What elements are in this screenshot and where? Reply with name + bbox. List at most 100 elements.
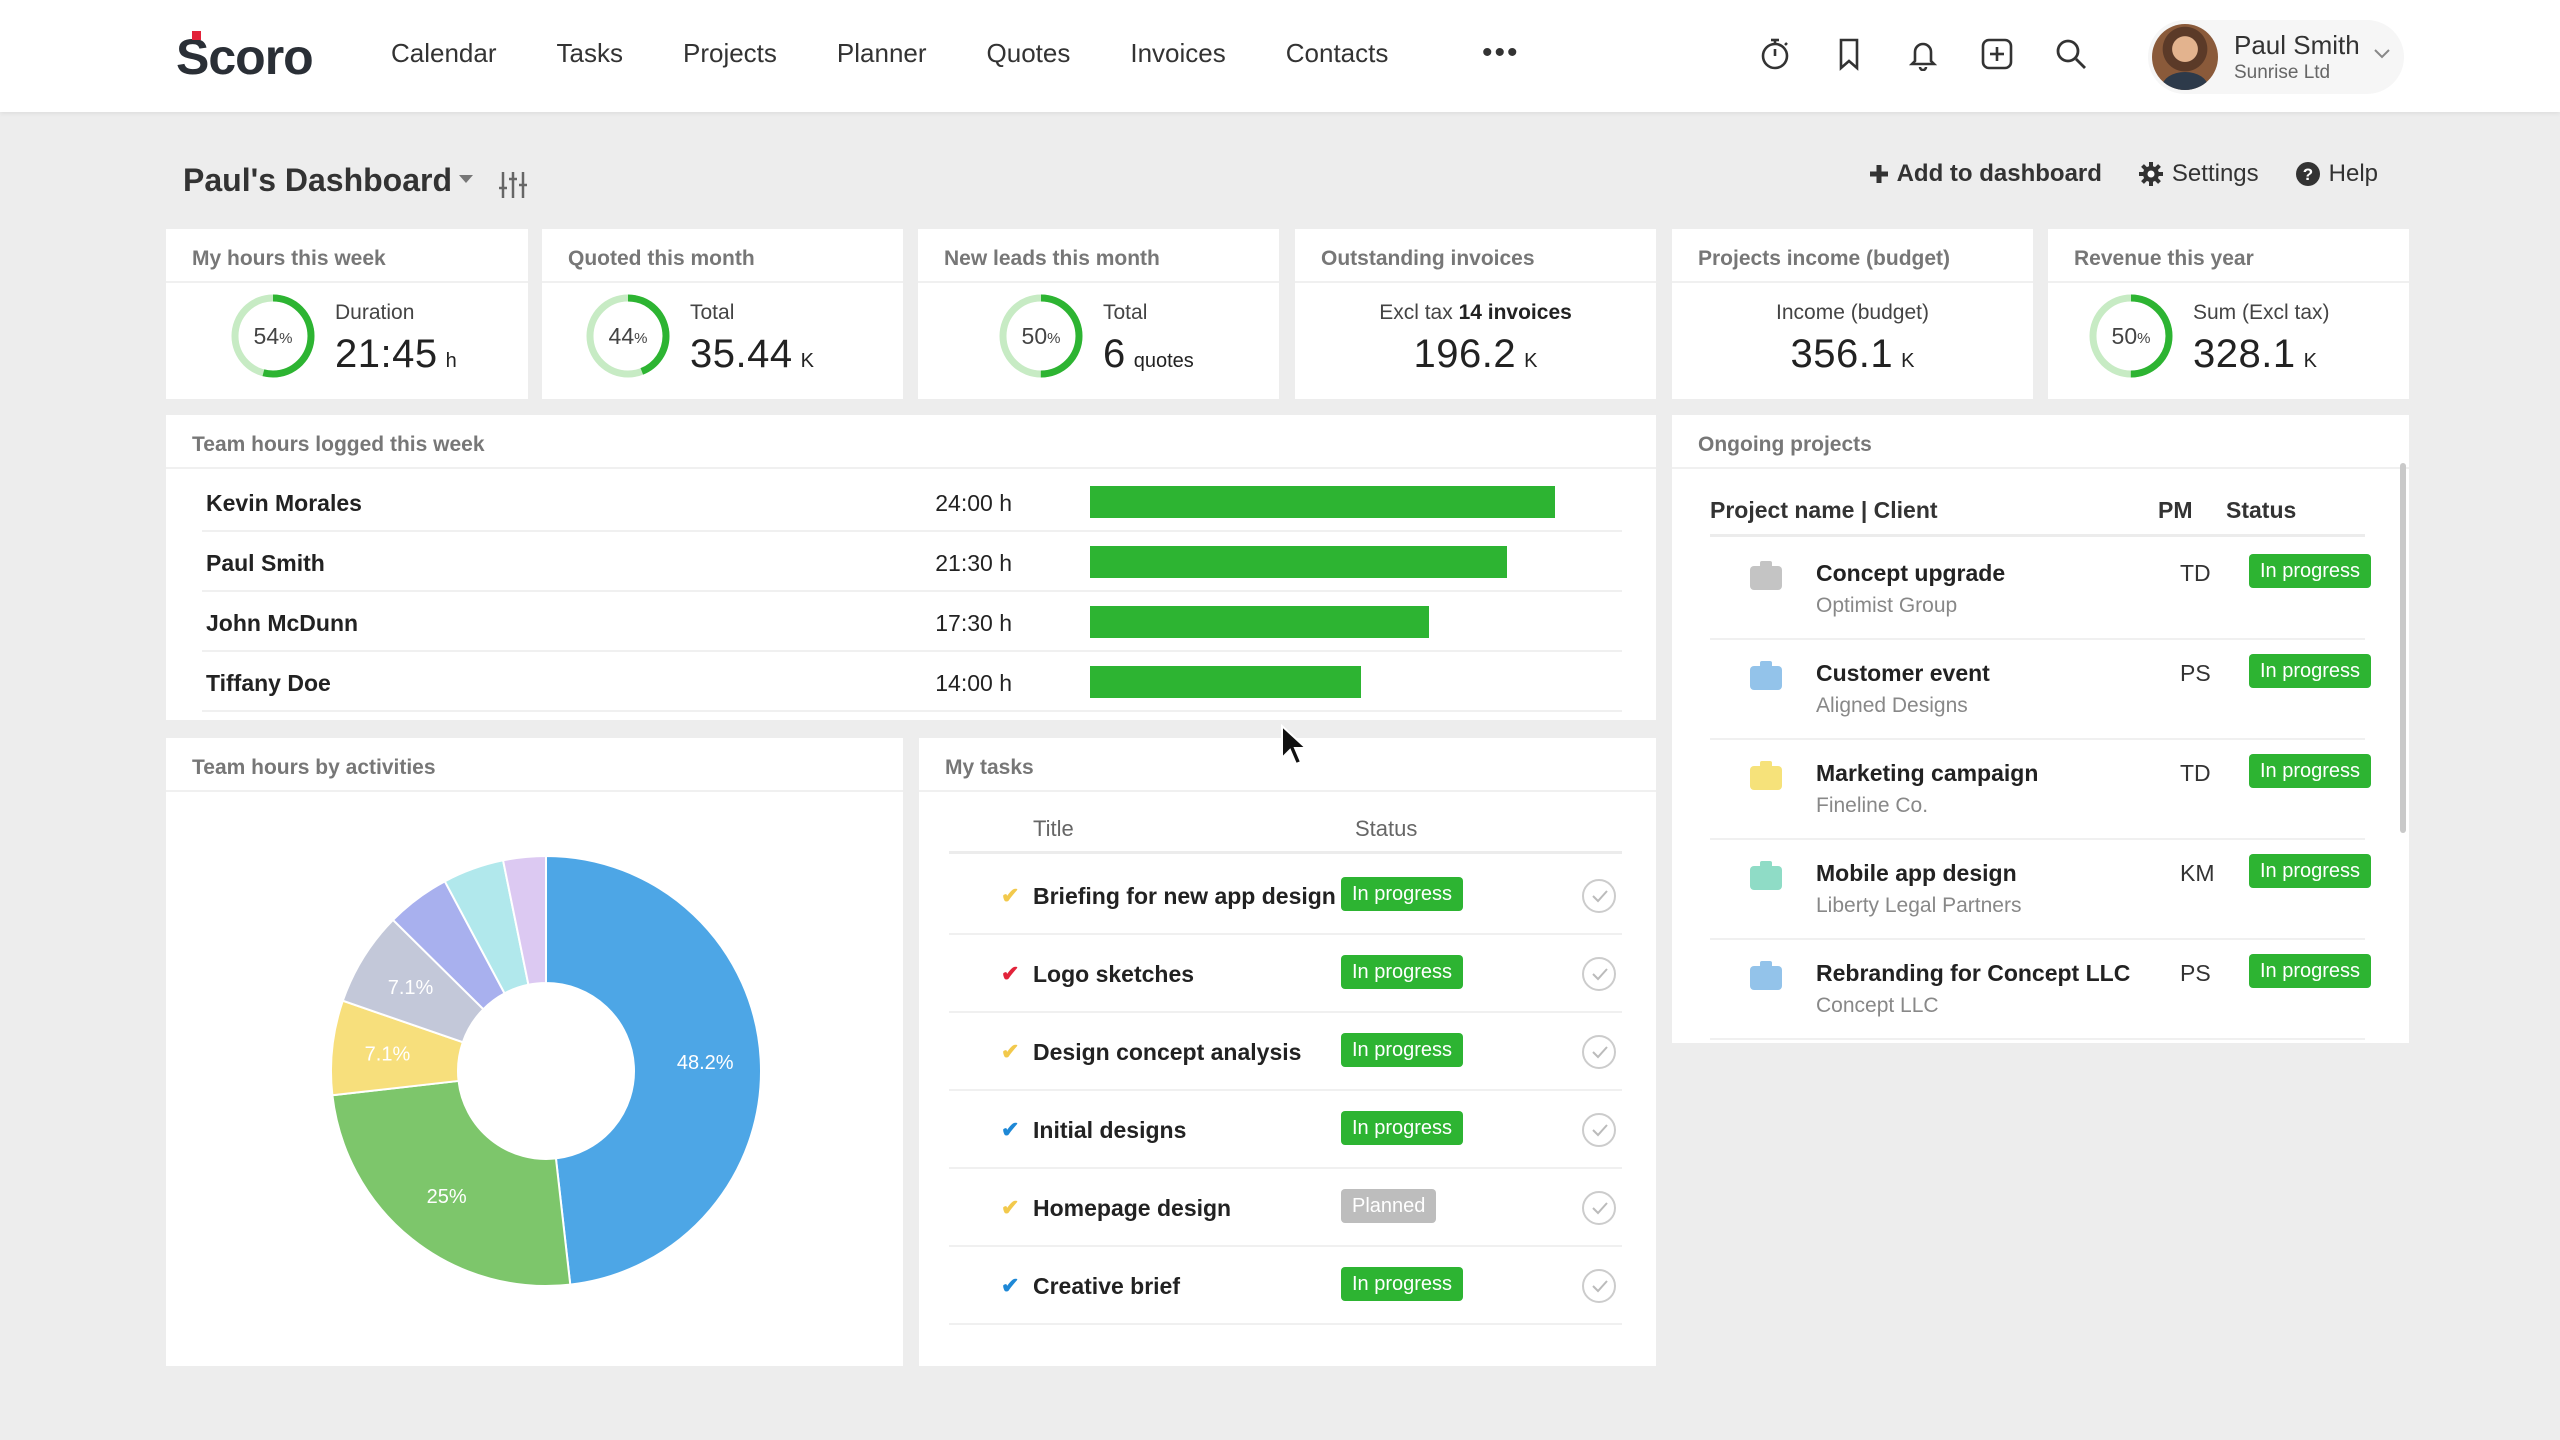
help-button[interactable]: ? Help (2295, 160, 2378, 188)
project-client[interactable]: Concept LLC (1816, 994, 1939, 1017)
briefcase-icon (1750, 561, 1782, 590)
column-status-header[interactable]: Status (2226, 497, 2297, 523)
project-client[interactable]: Optimist Group (1816, 594, 1958, 617)
dashboard-actions: Add to dashboard Settings ? Help (1869, 160, 2378, 188)
task-title[interactable]: Initial designs (1033, 1117, 1187, 1143)
nav-contacts[interactable]: Contacts (1285, 38, 1389, 68)
complete-task-button[interactable] (1582, 1035, 1616, 1069)
project-client[interactable]: Liberty Legal Partners (1816, 894, 2022, 917)
nav-more-button[interactable]: ••• (1482, 36, 1520, 69)
nav-quotes[interactable]: Quotes (986, 38, 1071, 68)
ongoing-projects-card: Ongoing projects Project name | Client P… (1672, 415, 2409, 1043)
team-hours-card: Team hours logged this week Kevin Morale… (166, 415, 1656, 720)
team-member-row[interactable]: Paul Smith 21:30 h (202, 532, 1622, 592)
project-name[interactable]: Marketing campaign (1816, 760, 2039, 786)
complete-task-button[interactable] (1582, 1269, 1616, 1303)
kpi-percent-value: 44 (608, 322, 635, 349)
task-row[interactable]: ✔ Initial designs In progress (949, 1091, 1622, 1169)
project-row[interactable]: Rebranding for Concept LLC Concept LLC P… (1710, 940, 2372, 1040)
status-badge: In progress (2249, 754, 2372, 788)
status-badge: Planned (1341, 1189, 1437, 1223)
kpi-card-revenue[interactable]: Revenue this year 50% Sum (Excl tax) 328… (2048, 229, 2409, 399)
task-title[interactable]: Design concept analysis (1033, 1039, 1302, 1065)
nav-calendar[interactable]: Calendar (391, 38, 497, 68)
project-client[interactable]: Fineline Co. (1816, 794, 1929, 817)
nav-invoices[interactable]: Invoices (1130, 38, 1226, 68)
project-row[interactable]: Concept upgrade Optimist Group TD In pro… (1710, 540, 2372, 640)
project-name[interactable]: Mobile app design (1816, 860, 2017, 886)
kpi-card-outstanding-invoices[interactable]: Outstanding invoices Excl tax 14 invoice… (1295, 229, 1656, 399)
search-icon[interactable] (2053, 36, 2089, 72)
add-to-dashboard-button[interactable]: Add to dashboard (1869, 160, 2102, 188)
kpi-card-new-leads[interactable]: New leads this month 50% Total 6 quotes (918, 229, 1279, 399)
pie-slice[interactable] (501, 854, 547, 986)
bell-icon[interactable] (1905, 36, 1941, 72)
nav-tasks[interactable]: Tasks (556, 38, 623, 68)
top-navigation-bar: Scoro Calendar Tasks Projects Planner Qu… (0, 0, 2560, 112)
tasks-table-header: Title Status (949, 804, 1622, 854)
pie-slice[interactable] (331, 1079, 572, 1287)
kpi-value-unit: K (800, 350, 814, 372)
column-title-header[interactable]: Title (1033, 816, 1074, 841)
scrollbar[interactable] (2400, 463, 2406, 833)
complete-task-button[interactable] (1582, 957, 1616, 991)
column-pm-header[interactable]: PM (2158, 497, 2193, 523)
project-name[interactable]: Customer event (1816, 660, 1990, 686)
timer-icon[interactable] (1757, 36, 1793, 72)
nav-projects[interactable]: Projects (682, 38, 777, 68)
kpi-title: New leads this month (944, 247, 1160, 270)
kpi-value-number: 6 (1103, 332, 1126, 376)
task-row[interactable]: ✔ Homepage design Planned (949, 1169, 1622, 1247)
project-row[interactable]: Mobile app design Liberty Legal Partners… (1710, 840, 2372, 940)
team-member-name: Kevin Morales (206, 490, 362, 516)
project-name[interactable]: Rebranding for Concept LLC (1816, 960, 2131, 986)
user-menu[interactable]: Paul Smith Sunrise Ltd (2148, 20, 2404, 94)
kpi-progress-ring (586, 294, 670, 378)
activities-donut-chart[interactable]: 48.2% 25% 7.1% 7.1% (166, 738, 903, 1366)
team-member-row[interactable]: Kevin Morales 24:00 h (202, 472, 1622, 532)
bookmark-icon[interactable] (1831, 36, 1867, 72)
sliders-icon[interactable] (497, 170, 529, 200)
nav-planner[interactable]: Planner (836, 38, 927, 68)
task-title[interactable]: Logo sketches (1033, 961, 1195, 987)
kpi-card-projects-income[interactable]: Projects income (budget) Income (budget)… (1672, 229, 2033, 399)
add-box-icon[interactable] (1979, 36, 2015, 72)
plus-icon (1869, 165, 1888, 183)
project-name[interactable]: Concept upgrade (1816, 560, 2006, 586)
my-tasks-card: My tasks Title Status ✔ Briefing for new… (919, 738, 1656, 1366)
task-row[interactable]: ✔ Briefing for new app design In progres… (949, 857, 1622, 935)
column-status-header[interactable]: Status (1355, 816, 1418, 841)
kpi-percent-sign: % (279, 329, 293, 347)
kpi-title: Projects income (budget) (1698, 247, 1951, 270)
check-icon: ✔ (1001, 961, 1020, 986)
dashboard-title[interactable]: Paul's Dashboard (183, 162, 453, 198)
complete-task-button[interactable] (1582, 1191, 1616, 1225)
hours-bar (1090, 606, 1429, 638)
team-member-row[interactable]: John McDunn 17:30 h (202, 592, 1622, 652)
scoro-logo[interactable]: Scoro (176, 28, 314, 86)
column-project-header[interactable]: Project name | Client (1710, 497, 1938, 523)
kpi-card-quoted[interactable]: Quoted this month 44% Total 35.44 K (542, 229, 903, 399)
project-row[interactable]: Marketing campaign Fineline Co. TD In pr… (1710, 740, 2372, 840)
task-title[interactable]: Homepage design (1033, 1195, 1232, 1221)
task-row[interactable]: ✔ Design concept analysis In progress (949, 1013, 1622, 1091)
team-member-row[interactable]: Tiffany Doe 14:00 h (202, 652, 1622, 712)
project-row[interactable]: Customer event Aligned Designs PS In pro… (1710, 640, 2372, 740)
project-pm: KM (2180, 860, 2215, 886)
task-title[interactable]: Creative brief (1033, 1273, 1181, 1299)
complete-task-button[interactable] (1582, 1113, 1616, 1147)
pie-slice[interactable] (545, 854, 762, 1286)
kpi-card-my-hours[interactable]: My hours this week 54% Duration 21:45 h (166, 229, 528, 399)
task-row[interactable]: ✔ Logo sketches In progress (949, 935, 1622, 1013)
kpi-value-number: 356.1 (1790, 332, 1894, 376)
task-row[interactable]: ✔ Creative brief In progress (949, 1247, 1622, 1325)
project-client[interactable]: Aligned Designs (1816, 694, 1968, 717)
briefcase-icon (1750, 861, 1782, 890)
task-title[interactable]: Briefing for new app design (1033, 883, 1336, 909)
pie-slice-label: 48.2% (677, 1052, 734, 1074)
checkmark-icon (1592, 1202, 1608, 1215)
settings-button[interactable]: Settings (2138, 160, 2259, 188)
user-name: Paul Smith (2234, 30, 2360, 60)
caret-down-icon[interactable] (458, 173, 474, 185)
complete-task-button[interactable] (1582, 879, 1616, 913)
